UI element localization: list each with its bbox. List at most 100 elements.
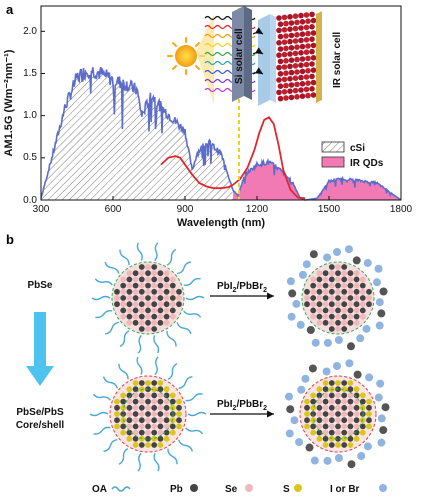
s-atom [366,411,372,417]
pb-atom [163,392,170,399]
s-atom [132,442,139,448]
pb-atom [322,386,329,393]
legend-oa-label: OA [92,484,107,495]
panel-b-label: b [6,232,14,247]
pb-atom [347,460,356,469]
pb-atom [176,288,182,295]
se-atom [316,319,323,326]
pb-atom [353,404,360,411]
legend-ibr-dot [379,484,387,492]
pb-atom [145,319,151,326]
s-atom [138,386,145,393]
light-cone [196,14,214,104]
se-atom [120,276,127,283]
oa-ligand [153,453,160,472]
s-atom [169,417,176,424]
quantum-dot [276,52,282,58]
se-atom [145,404,151,411]
pb-atom [138,429,145,436]
reaction-arrow-1: PbI2/PbBr2 [210,281,274,300]
pb-atom [132,423,139,430]
pb-atom [353,429,360,436]
reagent-label-2: PbI2/PbBr2 [217,399,267,412]
halide-atom [333,248,342,257]
se-atom [341,319,348,326]
quantum-dot [303,61,310,68]
oa-ligand [185,427,204,435]
oa-ligand [137,334,142,354]
quantum-dot [305,43,311,49]
se-atom [145,264,151,270]
quantum-dot [287,38,293,45]
s-atom [114,398,120,405]
pb-atom [176,404,182,411]
quantum-dot-lattice [276,11,317,102]
se-atom [316,411,323,417]
se-atom [341,282,348,289]
quantum-dot [281,14,288,21]
pb-atom [335,307,341,314]
reagent-label-1: PbI2/PbBr2 [217,281,267,294]
tandem-cell-inset: Si solar cell IR solar cell [167,6,343,106]
se-atom [353,398,360,405]
quantum-dot [310,92,317,98]
quantum-dot [303,24,310,31]
pb-atom [163,429,170,436]
x-tick-label: 1800 [390,204,413,215]
oa-ligand [103,439,118,452]
pb-atom [132,411,139,417]
pb-atom [151,301,158,308]
legend-csi-swatch [321,141,345,153]
pb-atom [169,282,176,289]
halide-atom [285,392,294,401]
pb-atom [151,313,158,320]
quantum-dot [305,18,311,25]
pb-atom [347,386,354,393]
si-cell-label: Si solar cell [234,28,245,84]
pb-atom [176,417,182,424]
se-atom [322,313,329,320]
se-atom [138,270,145,277]
oa-ligand [166,330,177,347]
x-tick-label: 900 [177,204,194,215]
se-atom [145,417,151,424]
pb-atom [163,276,170,283]
quantum-dot [292,75,299,81]
se-atom [126,319,133,326]
quantum-dot [292,38,299,44]
pb-atom [163,301,170,308]
se-atom [145,392,151,399]
se-atom [132,392,139,399]
se-atom [132,313,139,320]
pb-atom [328,404,335,411]
quantum-dot [277,95,284,102]
quantum-dot [283,20,289,27]
se-atom [157,313,164,320]
se-atom [114,295,120,301]
pb-atom [341,417,348,424]
se-atom [322,417,329,424]
quantum-dot [309,11,315,18]
halide-atom [323,338,332,347]
pb-atom [347,319,354,326]
pb-atom [151,429,158,436]
pb-atom [151,417,158,424]
pb-atom [126,313,133,320]
pb-atom [353,301,360,308]
se-atom [322,288,329,295]
quantum-dot [298,74,304,81]
se-atom [335,313,341,320]
se-atom [335,392,341,399]
pb-atom [157,270,164,277]
se-atom [163,423,170,430]
pb-atom [151,442,158,448]
se-atom [366,295,372,301]
oa-ligand [92,393,111,401]
quantum-dot [288,82,295,88]
halide-atom [375,321,384,330]
pb-atom [151,276,158,283]
se-atom [138,319,145,326]
pb-atom [304,417,310,424]
pb-atom [138,264,145,270]
pb-atom [163,404,170,411]
